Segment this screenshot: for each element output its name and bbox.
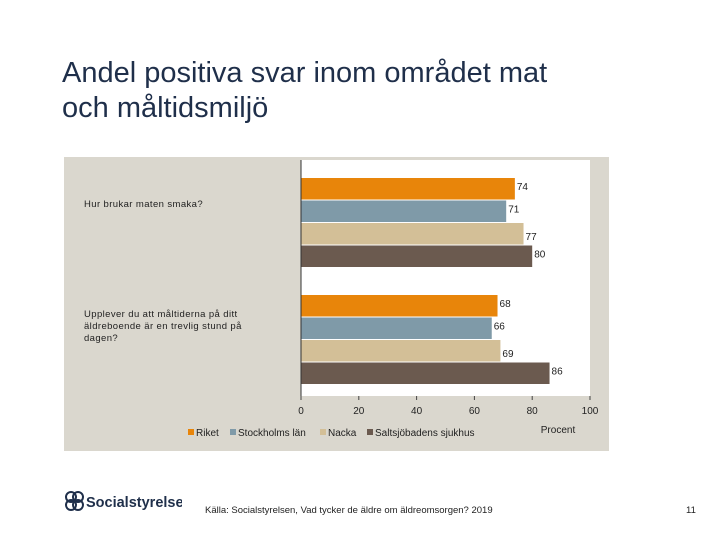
legend-label: Riket: [196, 428, 219, 439]
x-tick-label: 80: [527, 406, 539, 417]
bar-1-category-2: [301, 295, 498, 317]
x-tick-label: 0: [298, 406, 304, 417]
chart-area: 74 71 77 80 68 66 69 86 0 20 40 60 80 100 Procent Riket…: [64, 157, 609, 451]
legend-swatch: [188, 429, 194, 435]
data-label: 68: [500, 299, 512, 310]
bar-3-category-1: [301, 223, 524, 245]
socialstyrelsen-logo: Socialstyrelsen: [64, 488, 192, 514]
legend-swatch: [230, 429, 236, 435]
bar-4-category-1: [301, 245, 533, 267]
x-tick-label: 100: [582, 406, 599, 417]
title-line-1: Andel positiva svar inom området mat: [62, 57, 548, 89]
data-label: 71: [508, 205, 520, 216]
legend-swatch: [367, 429, 373, 435]
bar-1-category-1: [301, 178, 515, 200]
category-label-2: Upplever du att måltiderna på ditt äldre…: [84, 309, 242, 344]
logo-text: Socialstyrelsen: [86, 495, 182, 511]
data-label: 69: [502, 349, 514, 360]
source-note: Källa: Socialstyrelsen, Vad tycker de äl…: [205, 505, 493, 516]
data-label: 74: [517, 182, 529, 193]
x-tick-label: 60: [469, 406, 481, 417]
data-label: 86: [552, 367, 564, 378]
x-tick-label: 40: [411, 406, 423, 417]
legend-label: Nacka: [328, 428, 357, 439]
bar-3-category-2: [301, 340, 501, 362]
page-number: 11: [686, 505, 696, 516]
category-label-1: Hur brukar maten smaka?: [84, 199, 204, 210]
legend-label: Saltsjöbadens sjukhus: [375, 428, 475, 439]
title-line-2: och måltidsmiljö: [62, 92, 269, 124]
legend-label: Stockholms län: [238, 428, 306, 439]
data-label: 77: [526, 232, 538, 243]
data-label: 66: [494, 322, 506, 333]
bar-4-category-2: [301, 362, 550, 384]
legend-swatch: [320, 429, 326, 435]
data-label: 80: [534, 250, 546, 261]
slide-title: Andel positiva svar inom området mat och…: [62, 56, 682, 126]
x-tick-label: 20: [353, 406, 365, 417]
x-axis-label: Procent: [541, 425, 576, 436]
bar-2-category-2: [301, 317, 492, 339]
bar-2-category-1: [301, 200, 507, 222]
bar-chart: 74 71 77 80 68 66 69 86 0 20 40 60 80 100 Procent Riket…: [64, 157, 609, 451]
